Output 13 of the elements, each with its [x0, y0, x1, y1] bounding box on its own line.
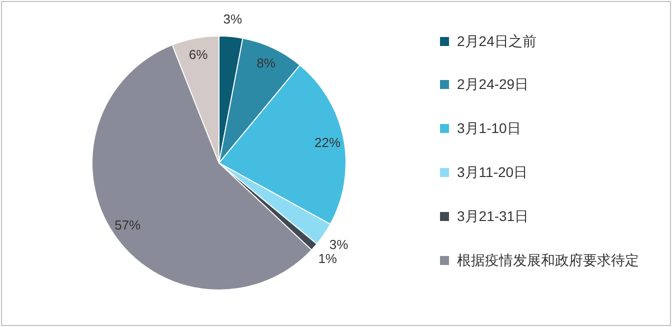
- data-label: 3%: [223, 11, 242, 26]
- data-label: 8%: [256, 56, 276, 71]
- legend-label: 根据疫情发展和政府要求待定: [457, 252, 639, 269]
- legend-label: 2月24日之前: [457, 33, 536, 50]
- legend-label: 3月21-31日: [457, 208, 529, 225]
- legend-label: 2月24-29日: [457, 76, 529, 93]
- data-label: 3%: [329, 236, 349, 252]
- legend-label: 3月1-10日: [457, 120, 521, 137]
- data-label: 6%: [188, 46, 208, 62]
- data-label: 22%: [314, 134, 341, 150]
- legend-label: 3月11-20日: [457, 164, 528, 181]
- data-label: 1%: [318, 251, 338, 266]
- data-label: 57%: [114, 218, 142, 233]
